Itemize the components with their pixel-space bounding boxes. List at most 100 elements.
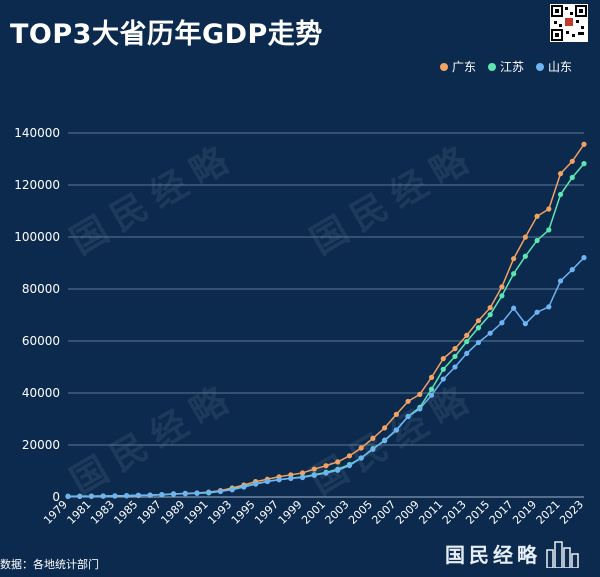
x-tick-label: 2013 <box>440 498 469 527</box>
data-point-guangdong <box>546 206 552 212</box>
series-line-jiangsu <box>67 163 585 497</box>
brand-name: 国民经略 <box>445 542 541 567</box>
data-point-shandong <box>358 455 364 461</box>
legend-item-shandong[interactable]: 山东 <box>536 58 572 75</box>
y-tick-label: 40000 <box>22 386 60 400</box>
y-tick-label: 60000 <box>22 334 60 348</box>
legend-item-guangdong[interactable]: 广东 <box>440 58 476 75</box>
data-point-jiangsu <box>534 237 540 244</box>
data-point-shandong <box>264 478 270 485</box>
brand-logo: 国民经略 <box>445 538 581 568</box>
y-tick-label: 120000 <box>14 178 60 192</box>
data-point-shandong <box>241 484 247 490</box>
x-tick-label: 1981 <box>65 498 94 527</box>
data-point-shandong <box>557 278 564 284</box>
data-point-shandong <box>393 427 399 433</box>
data-point-guangdong <box>487 305 493 311</box>
data-point-shandong <box>88 493 95 499</box>
data-point-guangdong <box>346 453 353 459</box>
data-point-shandong <box>147 492 153 498</box>
data-point-shandong <box>452 364 458 370</box>
data-point-guangdong <box>511 256 517 262</box>
x-tick-label: 2017 <box>487 498 516 527</box>
data-point-jiangsu <box>511 271 517 277</box>
y-tick-label: 100000 <box>14 230 60 244</box>
data-point-shandong <box>159 492 165 498</box>
x-tick-label: 2009 <box>393 498 422 527</box>
data-point-shandong <box>546 304 552 310</box>
data-point-jiangsu <box>522 253 528 259</box>
data-point-shandong <box>499 320 505 326</box>
data-point-jiangsu <box>428 386 435 392</box>
x-tick-label: 1979 <box>41 498 70 527</box>
legend-label: 山东 <box>548 60 573 74</box>
data-point-guangdong <box>370 435 376 441</box>
x-tick-label: 1999 <box>276 498 305 527</box>
city-skyline-icon <box>546 541 579 568</box>
data-point-shandong <box>229 487 235 493</box>
data-point-guangdong <box>557 171 564 177</box>
data-point-guangdong <box>475 318 482 324</box>
data-point-guangdong <box>534 213 540 219</box>
data-point-shandong <box>299 474 306 481</box>
y-tick-label: 140000 <box>14 126 60 140</box>
x-tick-label: 2011 <box>416 498 445 527</box>
data-point-shandong <box>253 481 259 487</box>
data-point-jiangsu <box>487 312 493 318</box>
data-point-guangdong <box>405 398 411 404</box>
series-line-guangdong <box>67 143 585 498</box>
x-tick-label: 1993 <box>205 498 234 527</box>
data-point-jiangsu <box>557 191 564 198</box>
data-point-guangdong <box>581 141 587 147</box>
data-point-shandong <box>65 493 71 500</box>
legend-marker <box>536 62 545 71</box>
data-point-shandong <box>569 267 575 273</box>
data-point-guangdong <box>464 332 470 338</box>
data-point-shandong <box>346 462 353 469</box>
data-point-guangdong <box>335 459 341 465</box>
legend-item-jiangsu[interactable]: 江苏 <box>488 58 524 75</box>
data-point-shandong <box>534 309 540 315</box>
data-point-shandong <box>112 493 118 499</box>
x-tick-label: 1987 <box>135 498 164 527</box>
series-line-shandong <box>67 257 585 498</box>
x-tick-label: 2003 <box>323 498 352 527</box>
x-tick-label: 2023 <box>557 498 586 527</box>
data-point-guangdong <box>382 425 388 431</box>
data-point-shandong <box>124 493 130 499</box>
qr-code <box>550 4 588 42</box>
data-point-guangdong <box>417 391 423 397</box>
data-point-shandong <box>288 475 294 481</box>
y-tick-label: 20000 <box>22 438 60 452</box>
x-tick-label: 2021 <box>534 498 563 527</box>
x-tick-label: 1995 <box>229 498 258 527</box>
data-point-jiangsu <box>569 174 575 181</box>
x-tick-label: 1983 <box>88 498 117 527</box>
data-point-shandong <box>475 339 482 346</box>
data-point-shandong <box>581 255 587 261</box>
x-tick-label: 2001 <box>299 498 328 527</box>
y-tick-label: 80000 <box>22 282 60 296</box>
data-point-shandong <box>170 491 177 497</box>
data-point-guangdong <box>440 356 446 362</box>
data-point-shandong <box>276 477 282 483</box>
legend-label: 江苏 <box>500 60 525 74</box>
data-point-shandong <box>417 406 423 412</box>
y-tick-label: 0 <box>52 490 60 504</box>
data-point-guangdong <box>522 234 528 240</box>
data-point-jiangsu <box>440 366 446 372</box>
chart-legend: 广东 江苏 山东 <box>440 58 572 75</box>
data-point-shandong <box>217 488 224 494</box>
data-point-guangdong <box>323 463 329 469</box>
data-point-shandong <box>382 437 388 443</box>
x-tick-label: 1989 <box>158 498 187 527</box>
x-tick-label: 2019 <box>510 498 539 527</box>
legend-marker <box>488 62 497 71</box>
legend-label: 广东 <box>452 60 477 74</box>
data-point-guangdong <box>499 284 505 290</box>
data-point-shandong <box>182 491 188 497</box>
data-point-shandong <box>522 321 528 327</box>
chart-title: TOP3大省历年GDP走势 <box>10 19 323 50</box>
data-point-jiangsu <box>581 161 587 167</box>
